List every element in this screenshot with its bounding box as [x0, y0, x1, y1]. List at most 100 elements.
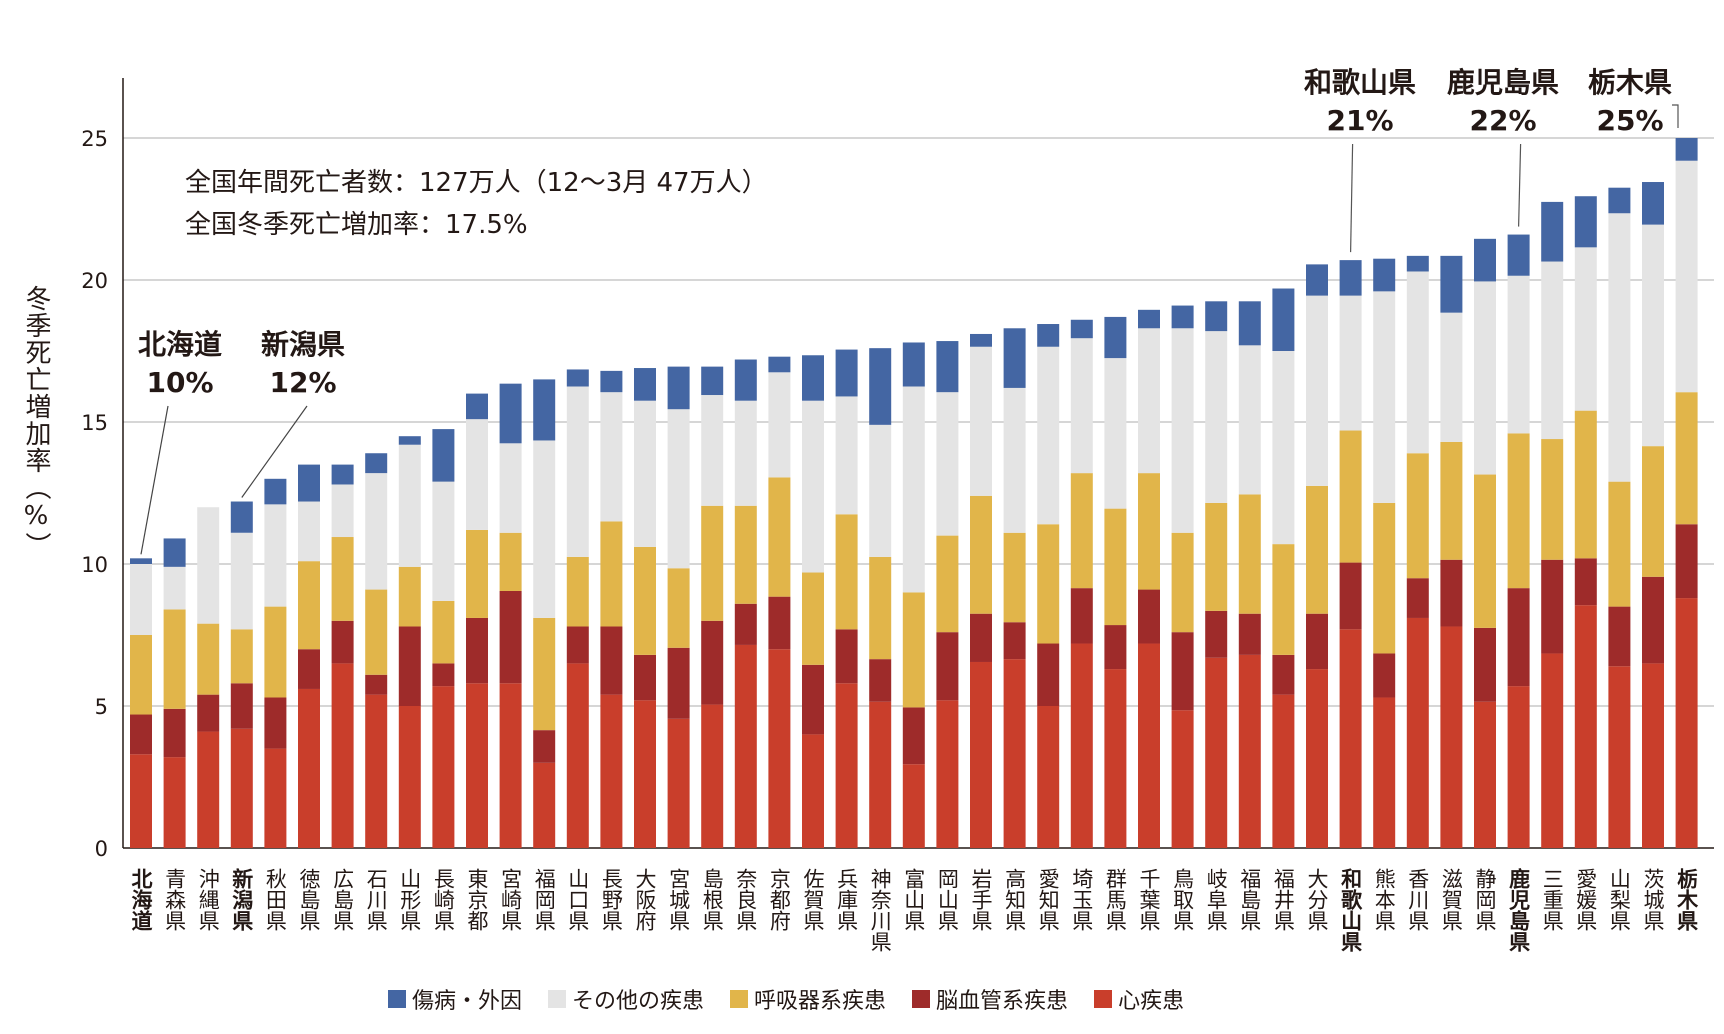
bar-segment-香川県-脳血管系疾患 — [1406, 578, 1429, 618]
bar-segment-秋田県-呼吸器系疾患 — [264, 606, 287, 698]
bar-segment-大分県-呼吸器系疾患 — [1306, 485, 1328, 614]
bar-segment-長崎県-呼吸器系疾患 — [432, 600, 455, 664]
legend: 傷病・外因 その他の疾患 呼吸器系疾患 脳血管系疾患 心疾患 — [388, 983, 1184, 1015]
bar-segment-京都府-傷病・外因 — [768, 356, 791, 373]
bar-segment-高知県-脳血管系疾患 — [1003, 622, 1026, 660]
x-tick-label: 福岡県 — [532, 868, 557, 931]
annotation-value: 22% — [1469, 104, 1537, 137]
summary-annual-deaths: 全国年間死亡者数：127万人（12〜3月 47万人） — [185, 168, 768, 198]
bar-segment-千葉県-その他の疾患 — [1138, 328, 1160, 474]
bar-segment-富山県-傷病・外因 — [902, 342, 925, 387]
bar-segment-鹿児島県-脳血管系疾患 — [1507, 588, 1530, 687]
y-tick-label: 20 — [81, 269, 108, 293]
bar-segment-滋賀県-傷病・外因 — [1440, 255, 1463, 313]
legend-label: その他の疾患 — [572, 989, 705, 1014]
annotation-value: 12% — [269, 366, 337, 399]
bar-segment-石川県-脳血管系疾患 — [365, 674, 388, 695]
leader-line — [241, 405, 308, 498]
bar-segment-青森県-心疾患 — [163, 757, 186, 848]
bar-segment-鳥取県-その他の疾患 — [1171, 328, 1194, 533]
x-tick-label: 岩手県 — [969, 868, 993, 931]
bar-segment-東京都-心疾患 — [466, 683, 488, 848]
bar-segment-山口県-傷病・外因 — [566, 369, 589, 387]
bar-segment-熊本県-心疾患 — [1373, 697, 1396, 848]
bar-segment-山梨県-傷病・外因 — [1608, 187, 1631, 214]
bar-segment-富山県-脳血管系疾患 — [902, 707, 925, 765]
bar-segment-長野県-心疾患 — [600, 694, 623, 848]
bar-segment-北海道-傷病・外因 — [130, 558, 152, 564]
legend-item-cerebrovascular: 脳血管系疾患 — [912, 983, 1068, 1015]
bar-segment-北海道-脳血管系疾患 — [130, 714, 152, 755]
bar-segment-大分県-傷病・外因 — [1306, 264, 1328, 296]
bar-segment-和歌山県-心疾患 — [1339, 629, 1362, 848]
bar-segment-三重県-心疾患 — [1541, 653, 1564, 848]
bar-segment-静岡県-心疾患 — [1474, 701, 1496, 848]
bar-segment-愛知県-傷病・外因 — [1037, 324, 1060, 347]
leader-line — [1518, 143, 1522, 227]
annotation-value: 21% — [1326, 104, 1394, 137]
x-tick-label: 神奈川県 — [868, 868, 893, 952]
bar-segment-愛媛県-脳血管系疾患 — [1574, 558, 1597, 606]
bar-segment-大阪府-呼吸器系疾患 — [634, 546, 656, 655]
bar-segment-大分県-脳血管系疾患 — [1306, 613, 1328, 670]
annotation-新潟県: 新潟県 12% — [261, 326, 345, 402]
bar-segment-佐賀県-脳血管系疾患 — [802, 664, 824, 735]
x-tick-label: 高知県 — [1002, 868, 1027, 931]
x-tick-label: 東京都 — [465, 868, 489, 931]
annotation-name: 鹿児島県 — [1446, 66, 1560, 99]
x-tick-label: 山梨県 — [1607, 868, 1632, 931]
x-tick-label: 京都府 — [767, 868, 792, 931]
y-tick-label: 0 — [95, 837, 108, 861]
bar-segment-和歌山県-呼吸器系疾患 — [1339, 430, 1362, 563]
bar-segment-埼玉県-心疾患 — [1070, 643, 1093, 848]
x-tick-label: 北海道 — [129, 868, 153, 931]
x-tick-label: 鹿児島県 — [1506, 868, 1531, 952]
bar-segment-大阪府-脳血管系疾患 — [634, 654, 656, 701]
bar-segment-広島県-その他の疾患 — [331, 484, 354, 538]
bar-segment-神奈川県-その他の疾患 — [869, 424, 892, 557]
bar-segment-青森県-その他の疾患 — [163, 566, 186, 610]
bar-segment-愛知県-心疾患 — [1037, 706, 1060, 848]
bar-segment-埼玉県-その他の疾患 — [1070, 338, 1093, 474]
legend-swatch — [730, 990, 749, 1008]
legend-swatch — [548, 990, 567, 1008]
x-tick-label: 長野県 — [599, 868, 624, 931]
bar-segment-山梨県-心疾患 — [1608, 666, 1631, 848]
bar-segment-山形県-心疾患 — [398, 706, 421, 848]
bar-segment-福井県-傷病・外因 — [1272, 288, 1295, 351]
x-tick-label: 徳島県 — [297, 868, 321, 931]
bar-segment-三重県-呼吸器系疾患 — [1541, 439, 1564, 560]
bar-segment-鹿児島県-傷病・外因 — [1507, 234, 1530, 276]
bar-segment-宮城県-呼吸器系疾患 — [667, 568, 690, 648]
bar-segment-京都府-脳血管系疾患 — [768, 596, 791, 650]
bar-segment-京都府-心疾患 — [768, 649, 791, 848]
bar-segment-島根県-その他の疾患 — [701, 395, 724, 506]
x-tick-label: 岐阜県 — [1204, 868, 1229, 931]
bar-segment-北海道-心疾患 — [130, 754, 152, 848]
bar-segment-滋賀県-その他の疾患 — [1440, 312, 1463, 442]
bar-segment-滋賀県-心疾患 — [1440, 626, 1463, 848]
bar-segment-島根県-心疾患 — [701, 704, 724, 848]
bar-segment-奈良県-呼吸器系疾患 — [734, 505, 757, 604]
bar-segment-宮城県-傷病・外因 — [667, 366, 690, 410]
annotation-北海道: 北海道 10% — [138, 326, 222, 402]
bar-segment-熊本県-脳血管系疾患 — [1373, 653, 1396, 698]
bar-segment-兵庫県-その他の疾患 — [835, 396, 858, 515]
bar-segment-千葉県-脳血管系疾患 — [1138, 589, 1160, 644]
bar-segment-秋田県-脳血管系疾患 — [264, 697, 287, 749]
bar-segment-福井県-その他の疾患 — [1272, 351, 1295, 545]
bar-segment-島根県-呼吸器系疾患 — [701, 505, 724, 621]
bar-segment-愛媛県-その他の疾患 — [1574, 247, 1597, 411]
bar-segment-山形県-その他の疾患 — [398, 444, 421, 567]
bar-segment-群馬県-その他の疾患 — [1104, 358, 1127, 509]
bar-segment-岩手県-脳血管系疾患 — [970, 613, 992, 662]
x-tick-label: 和歌山県 — [1338, 868, 1363, 952]
bar-segment-香川県-その他の疾患 — [1406, 271, 1429, 454]
bar-segment-高知県-心疾患 — [1003, 659, 1026, 848]
bar-segment-鹿児島県-その他の疾患 — [1507, 275, 1530, 434]
bar-segment-岡山県-傷病・外因 — [936, 341, 959, 393]
bar-segment-山形県-脳血管系疾患 — [398, 626, 421, 706]
bar-segment-秋田県-傷病・外因 — [264, 478, 287, 505]
bar-segment-和歌山県-脳血管系疾患 — [1339, 562, 1362, 630]
x-tick-label: 群馬県 — [1103, 868, 1128, 931]
